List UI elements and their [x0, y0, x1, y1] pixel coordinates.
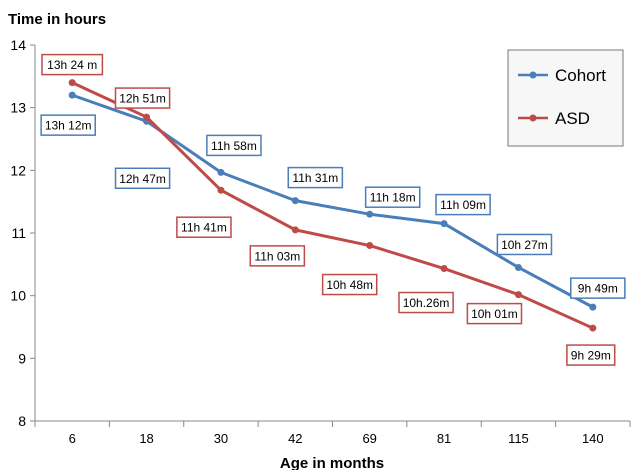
data-label-cohort: 11h 09m [440, 198, 486, 212]
y-axis-ticks: 8 9 10 11 12 13 14 [10, 37, 35, 429]
x-axis-ticks: 6 18 30 42 69 81 115 140 [34, 421, 631, 446]
data-label-asd: 10h 48m [326, 278, 373, 292]
data-label-box-asd [176, 216, 232, 238]
data-point-asd [68, 79, 76, 87]
data-label-box-cohort [435, 193, 491, 216]
data-point-asd [217, 186, 225, 194]
data-point-asd [514, 291, 522, 299]
x-tick-label: 18 [139, 431, 153, 446]
y-tick-label: 11 [11, 225, 26, 241]
data-label-box-cohort [364, 186, 421, 208]
y-tick-label: 8 [18, 413, 26, 429]
data-label-box-asd [114, 87, 171, 109]
data-label-box-asd [321, 273, 378, 296]
data-label-asd: 11h 03m [254, 249, 300, 263]
data-point-asd [291, 226, 299, 234]
data-label-box-cohort [114, 167, 171, 190]
data-label-cohort: 10h 27m [501, 238, 548, 252]
data-label-box-asd [398, 291, 454, 314]
legend-label-asd: ASD [555, 109, 590, 128]
y-tick-label: 13 [10, 100, 26, 116]
x-axis-title: Age in months [280, 455, 384, 470]
data-point-cohort [217, 168, 225, 176]
data-label-box-cohort [570, 277, 626, 299]
data-label-cohort: 13h 12m [45, 119, 92, 133]
data-label-asd: 9h 29m [571, 349, 611, 363]
data-point-cohort [366, 210, 374, 218]
data-point-asd [589, 324, 597, 332]
x-tick-label: 81 [437, 431, 451, 446]
y-tick-label: 14 [10, 37, 26, 53]
data-label-box-cohort [287, 166, 344, 189]
legend-label-cohort: Cohort [555, 66, 606, 85]
data-point-cohort [589, 303, 597, 311]
data-label-cohort: 12h 47m [119, 172, 166, 186]
data-label-cohort: 11h 18m [370, 191, 416, 205]
x-tick-label: 115 [508, 431, 529, 446]
data-label-cohort: 11h 58m [211, 139, 257, 153]
data-labels: 13h 12m 12h 47m 11h 58m 11h 31m 11h 18m 11h 0… [40, 53, 626, 366]
data-point-asd [366, 242, 374, 250]
data-point-asd [143, 113, 151, 121]
x-tick-label: 30 [214, 431, 228, 446]
data-label-box-cohort [40, 114, 96, 136]
data-label-cohort: 9h 49m [578, 282, 618, 296]
x-tick-label: 42 [288, 431, 302, 446]
x-tick-label: 69 [362, 431, 376, 446]
data-label-asd: 12h 51m [119, 92, 166, 106]
data-label-asd: 10h 01m [471, 307, 518, 321]
data-label-asd: 11h 41m [181, 221, 227, 235]
legend: Cohort ASD [507, 49, 624, 147]
y-axis-title: Time in hours [8, 11, 106, 28]
legend-marker-cohort [529, 71, 537, 79]
x-tick-label: 140 [582, 431, 604, 446]
x-tick-label: 6 [69, 431, 76, 446]
data-label-cohort: 11h 31m [292, 171, 338, 185]
data-label-box-cohort [206, 134, 262, 157]
data-point-cohort [291, 197, 299, 205]
y-tick-label: 10 [10, 288, 26, 304]
data-label-asd: 10h.26m [403, 296, 450, 310]
legend-box [507, 49, 624, 147]
y-tick-label: 12 [10, 162, 26, 178]
legend-marker-asd [529, 114, 537, 122]
data-label-box-cohort [496, 233, 553, 256]
data-label-asd: 13h 24 m [47, 58, 97, 72]
data-point-cohort [68, 91, 76, 99]
data-label-box-asd [249, 245, 306, 267]
series-layer [68, 79, 597, 332]
data-label-box-asd [566, 344, 616, 366]
data-point-cohort [440, 220, 448, 228]
data-point-asd [440, 265, 448, 273]
data-point-cohort [514, 263, 522, 271]
data-label-box-asd [466, 302, 523, 325]
y-tick-label: 9 [18, 350, 26, 366]
data-label-box-asd [41, 53, 104, 76]
series-line-asd [71, 81, 594, 330]
